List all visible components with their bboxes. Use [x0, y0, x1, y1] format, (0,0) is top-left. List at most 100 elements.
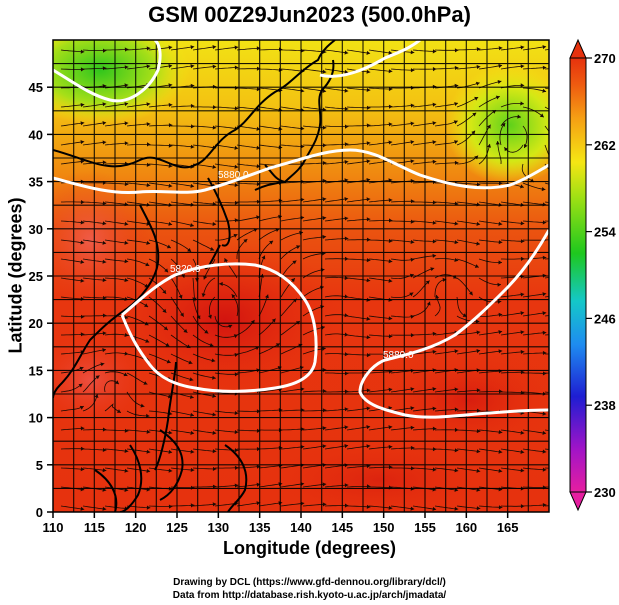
streamline-arrow: [454, 160, 459, 165]
streamline: [148, 448, 173, 453]
streamline: [456, 296, 467, 318]
streamline: [126, 448, 151, 453]
streamline: [231, 294, 239, 317]
streamline-arrow: [388, 238, 393, 243]
streamline: [258, 447, 283, 450]
streamline: [368, 68, 393, 72]
streamline-arrow: [234, 45, 239, 50]
streamline-arrow: [498, 449, 503, 454]
streamline-arrow: [475, 81, 480, 86]
streamline: [104, 201, 129, 206]
streamline: [60, 104, 85, 108]
streamline-arrow: [344, 216, 349, 221]
streamline: [60, 277, 85, 282]
streamline: [236, 163, 261, 167]
streamline-arrow: [520, 83, 525, 88]
streamline: [280, 298, 297, 317]
streamline-arrow: [261, 255, 266, 260]
streamline-arrow: [344, 236, 349, 241]
streamline-arrow: [366, 69, 371, 74]
streamline: [434, 258, 459, 262]
streamline-arrow: [498, 260, 502, 265]
streamline-arrow: [476, 449, 481, 454]
streamline-arrow: [504, 147, 508, 152]
streamline-arrow: [145, 339, 150, 343]
streamline: [390, 258, 415, 261]
streamline: [60, 366, 84, 374]
streamline: [391, 220, 415, 223]
streamline-arrow: [366, 217, 371, 222]
streamline: [170, 105, 195, 108]
streamline: [324, 87, 349, 92]
streamline: [280, 446, 305, 450]
colorbar-tick-label: 246: [594, 311, 616, 326]
streamline: [391, 467, 415, 469]
streamline-arrow: [123, 372, 128, 377]
streamline-arrow: [454, 506, 459, 511]
x-tick-label: 165: [497, 520, 519, 535]
streamline-arrow: [366, 87, 371, 92]
streamline-arrow: [410, 466, 415, 471]
streamline: [522, 125, 528, 149]
x-axis-ticks: 110 115 120 125 130 135 140 145 150 155 160 165: [43, 512, 519, 535]
streamline-arrow: [234, 164, 239, 169]
streamline-arrow: [520, 45, 525, 50]
streamline-arrow: [145, 262, 150, 267]
streamline-arrow: [389, 218, 393, 223]
streamline-arrow: [388, 86, 393, 92]
streamline-arrow: [102, 348, 106, 353]
streamline: [258, 343, 281, 355]
streamline-arrow: [366, 353, 371, 358]
streamline-arrow: [124, 468, 129, 473]
streamline-arrow: [520, 330, 525, 335]
streamline-arrow: [476, 319, 480, 324]
streamline-arrow: [388, 316, 393, 321]
streamline-arrow: [366, 50, 371, 55]
streamline-arrow: [124, 449, 129, 453]
streamline: [126, 372, 148, 385]
streamline-arrow: [388, 387, 393, 392]
streamline: [126, 47, 151, 51]
streamline: [280, 502, 305, 507]
streamline: [456, 277, 474, 296]
streamline-arrow: [190, 412, 194, 417]
streamline-arrow: [410, 199, 415, 204]
streamline: [456, 448, 481, 453]
streamline-arrow: [520, 370, 525, 375]
streamline-arrow: [542, 45, 547, 50]
streamline: [478, 96, 500, 108]
streamline-arrow: [81, 314, 85, 319]
streamline-arrow: [520, 311, 525, 316]
streamline-arrow: [102, 160, 107, 165]
streamline: [60, 141, 85, 146]
streamline-arrow: [124, 332, 129, 337]
streamline: [434, 162, 459, 165]
streamline-arrow: [124, 65, 129, 70]
streamline-arrow: [454, 257, 459, 262]
streamline-arrow: [454, 140, 458, 145]
streamline-arrow: [94, 394, 99, 398]
streamline: [434, 408, 459, 412]
streamline-arrow: [555, 141, 559, 145]
streamline: [104, 122, 129, 127]
streamline-arrow: [102, 506, 107, 511]
streamline-arrow: [366, 258, 371, 263]
streamline-arrow: [322, 69, 327, 74]
streamline: [478, 505, 503, 508]
streamline: [368, 466, 393, 469]
streamline-arrow: [565, 373, 569, 377]
streamline: [148, 220, 173, 225]
streamline-arrow: [322, 482, 327, 487]
colorbar-tick-label: 254: [594, 225, 616, 240]
streamline: [126, 410, 150, 417]
streamline-arrow: [565, 412, 569, 416]
streamline-arrow: [166, 244, 171, 249]
streamline-arrow: [430, 267, 435, 272]
streamline-arrow: [476, 408, 481, 413]
streamline-arrow: [271, 318, 276, 323]
streamline-arrow: [499, 389, 503, 394]
streamline: [126, 429, 151, 433]
streamline-arrow: [102, 140, 107, 145]
streamline-arrow: [234, 65, 239, 70]
streamline-arrow: [542, 350, 547, 355]
